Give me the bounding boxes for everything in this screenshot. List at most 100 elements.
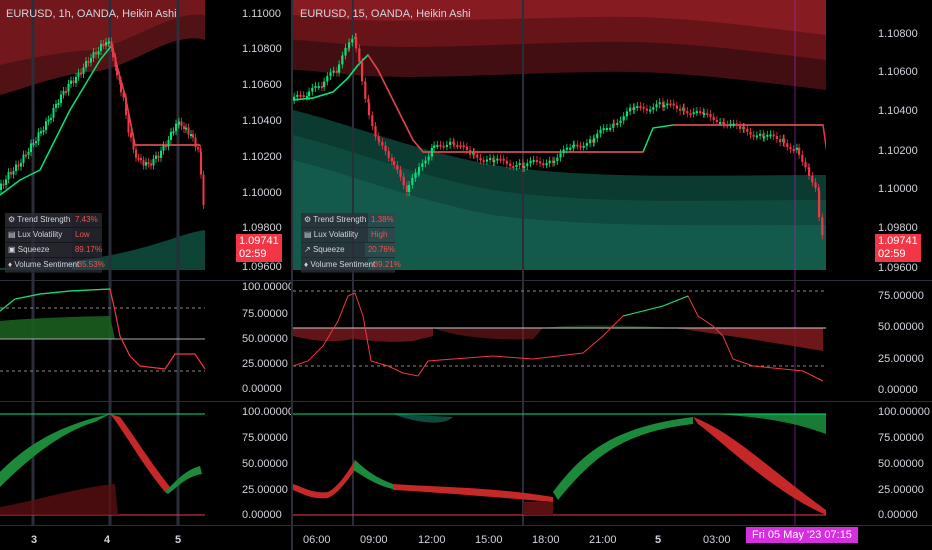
candle [147,162,150,165]
candle [462,145,465,148]
pane-separator[interactable] [0,525,932,526]
right-osc2-axis[interactable]: 100.00000 75.00000 50.00000 25.00000 0.0… [872,402,932,525]
candle [798,147,801,155]
left-chart-title[interactable]: EURUSD, 1h, OANDA, Heikin Ashi [6,8,177,20]
candle [645,108,648,111]
price-tick: 1.10000 [242,187,282,199]
candle [762,133,765,138]
candle [299,94,302,97]
candle [556,157,559,161]
candle [10,172,12,175]
candle [192,134,194,138]
candle [553,160,556,163]
candle [663,104,666,107]
candle [642,106,645,109]
right-osc2-plot [293,402,826,525]
osc-tick: 75.00000 [242,308,288,320]
left-osc2-pane[interactable] [0,402,236,525]
osc-tick: 50.00000 [878,458,924,470]
price-tick: 1.09800 [878,222,918,234]
candle [82,67,85,74]
candle [499,158,502,161]
chart-divider[interactable] [291,0,293,550]
right-chart-title[interactable]: EURUSD, 15, OANDA, Heikin Ashi [300,8,471,20]
candle [602,128,605,131]
candle [786,143,789,148]
pane-separator[interactable] [0,280,932,281]
info-value: Low [75,230,90,239]
candle [20,162,22,167]
candle [125,97,127,116]
candle [120,80,122,93]
candle [719,121,722,124]
candle [452,141,455,144]
candle [818,190,821,218]
left-osc2-plot [0,402,205,525]
candle [50,117,52,120]
candle [102,43,105,46]
candle [170,131,172,140]
right-osc1-pane[interactable] [293,281,826,401]
candle [396,164,399,170]
candle [332,70,335,73]
candle [502,158,505,161]
price-tick: 1.10200 [242,151,282,163]
left-osc2-axis[interactable]: 100.00000 75.00000 50.00000 25.00000 0.0… [236,402,294,525]
price-tick: 1.10200 [878,145,918,157]
candle [789,147,792,150]
candle [17,164,20,167]
candle [390,157,393,162]
candle [655,104,658,108]
candle [755,135,758,138]
candle [67,83,70,92]
candle [85,61,87,68]
candle [5,179,7,185]
right-price-axis[interactable]: 1.10800 1.10600 1.10400 1.10200 1.10000 … [872,0,932,280]
candle [185,127,187,130]
candle [142,160,145,166]
candle [335,70,338,73]
candle [27,152,30,155]
candle [414,172,417,178]
candle [302,95,305,98]
candle [165,145,167,148]
info-row: ↗ Squeeze 20.76% [301,243,395,258]
candle [532,160,535,163]
candle [523,166,526,169]
candle [633,107,636,110]
candle [194,137,197,148]
candle [439,144,442,147]
candle [296,94,299,97]
candle [348,42,351,48]
arrow-icon: ↗ [304,245,311,254]
candle [95,52,97,55]
time-label: 5 [655,534,662,546]
pane-separator[interactable] [0,401,932,402]
candle [599,129,602,134]
candle [702,111,705,114]
right-price-pane[interactable] [293,0,826,280]
left-osc1-pane[interactable] [0,281,236,401]
candle [378,139,381,143]
candle [135,149,137,158]
candle [752,134,755,137]
osc-tick: 0.00000 [878,384,918,396]
candle [127,115,130,133]
candle [371,115,374,127]
right-osc2-pane[interactable] [293,402,826,525]
candle [25,154,27,157]
right-osc1-axis[interactable]: 75.00000 50.00000 25.00000 0.00000 [872,281,932,401]
candle [311,87,314,92]
candle [652,107,655,110]
left-price-axis[interactable]: 1.11000 1.10800 1.10600 1.10400 1.10200 … [236,0,291,280]
candle [442,145,445,148]
candle [57,102,60,105]
candle [479,157,482,161]
candle [658,102,661,105]
right-price-badge: 1.09741 02:59 [875,234,921,262]
candle [749,131,752,135]
candle [582,145,585,148]
candle [449,141,452,145]
info-label: Lux Volatility [17,230,63,239]
left-osc1-axis[interactable]: 100.00000 75.00000 50.00000 25.00000 0.0… [236,281,294,401]
